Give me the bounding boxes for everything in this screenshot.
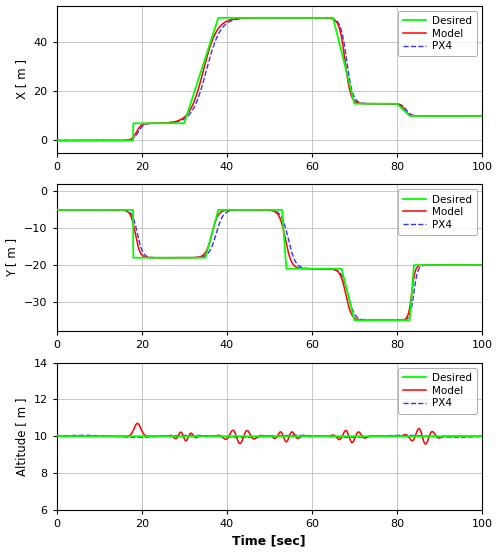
Y-axis label: Y [ m ]: Y [ m ] <box>5 238 18 277</box>
Legend: Desired, Model, PX4: Desired, Model, PX4 <box>398 368 477 414</box>
Y-axis label: X [ m ]: X [ m ] <box>15 59 28 99</box>
Legend: Desired, Model, PX4: Desired, Model, PX4 <box>398 189 477 235</box>
Legend: Desired, Model, PX4: Desired, Model, PX4 <box>398 11 477 56</box>
X-axis label: Time [sec]: Time [sec] <box>233 534 306 547</box>
Y-axis label: Altitude [ m ]: Altitude [ m ] <box>15 397 28 476</box>
